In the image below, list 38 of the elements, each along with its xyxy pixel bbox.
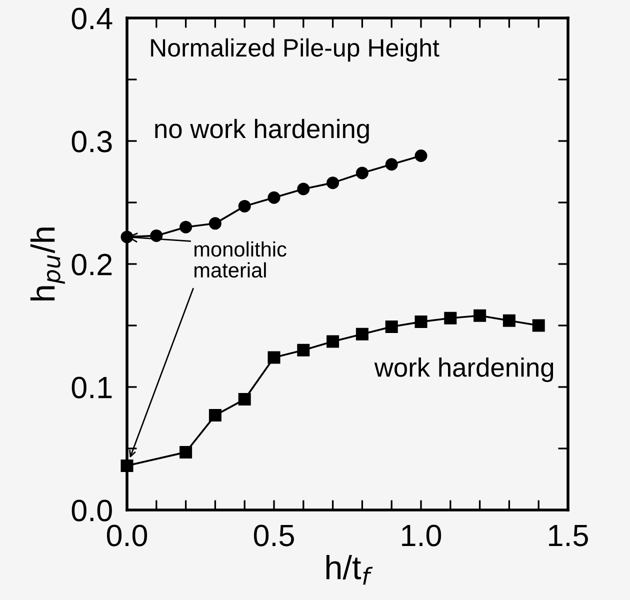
- point: [502, 314, 516, 327]
- y-tick-label: 0.2: [72, 254, 112, 276]
- x-tick-label: 1.0: [402, 524, 442, 546]
- point: [414, 150, 428, 162]
- legend-label: work hardening: [374, 357, 554, 382]
- point: [532, 319, 545, 332]
- point: [208, 217, 222, 230]
- x-axis-title: h/t$_{f}$: [326, 554, 373, 585]
- point: [385, 158, 398, 171]
- point: [326, 176, 340, 190]
- y-axis-title: h$_{pu}$/h: [30, 228, 65, 300]
- point: [120, 459, 134, 472]
- point: [356, 166, 368, 180]
- point: [297, 182, 310, 196]
- point: [208, 409, 222, 422]
- point: [297, 344, 310, 356]
- point: [385, 320, 398, 333]
- annotation: monolithic material: [194, 241, 286, 278]
- point: [326, 335, 340, 348]
- y-tick-label: 0.4: [72, 8, 112, 30]
- point: [238, 200, 251, 212]
- point: [444, 312, 457, 324]
- point: [268, 351, 280, 364]
- point: [268, 191, 280, 204]
- x-tick-label: 0.0: [106, 524, 148, 546]
- text: Normalized Pile-up Height: [151, 38, 440, 62]
- series-label: no work hardening: [155, 118, 369, 144]
- point: [474, 309, 486, 322]
- point: [180, 220, 192, 234]
- point: [356, 328, 368, 340]
- point: [180, 446, 192, 458]
- y-tick-label: 0.1: [72, 376, 112, 398]
- point: [414, 316, 428, 328]
- x-tick-label: 1.5: [549, 525, 588, 546]
- y-tick-label: 0.0: [72, 500, 112, 522]
- point: [238, 393, 251, 406]
- y-tick-label: 0.3: [72, 130, 112, 152]
- x-tick-label: 0.5: [254, 524, 294, 546]
